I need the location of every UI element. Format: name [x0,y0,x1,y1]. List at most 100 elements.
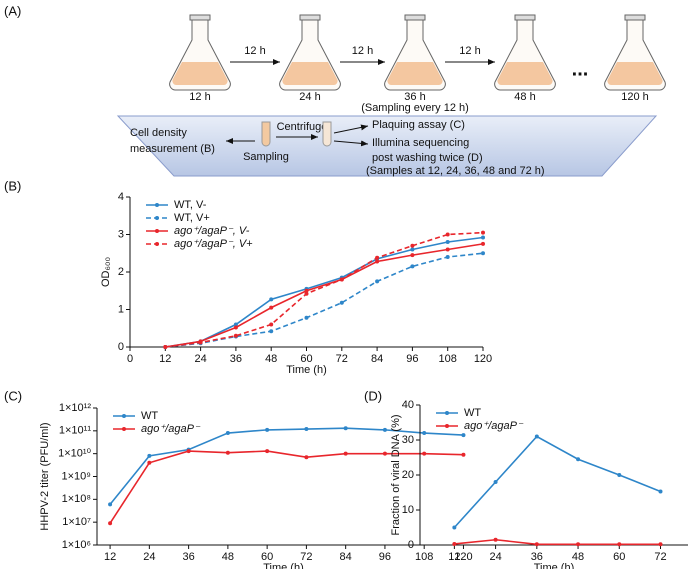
panel-label: (D) [364,388,382,403]
data-point [445,240,450,244]
data-point [233,333,238,338]
data-point [382,427,387,432]
x-axis-label: Time (h) [286,364,327,376]
panel-label: (C) [4,388,22,403]
flask-neck [624,14,646,21]
flask-label: 24 h [299,91,320,103]
arrow-label: 12 h [459,45,480,57]
legend-label: ago⁺/agaP⁻ [464,420,524,432]
data-point [375,279,380,284]
x-tick-label: 84 [371,353,383,365]
y-tick-label: 20 [402,469,414,481]
legend-label: WT, V- [174,199,207,211]
panel-label: (B) [4,178,21,193]
x-axis-label: Time (h) [263,562,304,569]
flask-label: 120 h [621,91,649,103]
data-point [382,451,387,456]
process-box [116,115,658,177]
arrow [333,140,369,147]
data-point [225,431,230,436]
data-point [225,450,230,455]
x-tick-label: 12 [448,551,460,563]
legend-label: ago⁺/agaP⁻ [141,423,201,435]
data-point [198,340,203,345]
x-tick-label: 120 [474,353,492,365]
data-point [422,451,427,456]
y-tick-label: 40 [402,399,414,411]
x-axis-label: Time (h) [534,562,575,569]
data-point [493,537,498,542]
y-tick-label: 10 [402,504,414,516]
flask-neck [514,14,536,21]
series-line [453,435,661,529]
legend-marker [155,203,159,207]
legend-marker [445,411,449,415]
y-tick-label: 1×10⁹ [62,470,92,482]
y-tick-label: 0 [408,539,414,551]
step-text: post washing twice (D) [372,152,483,164]
data-point [445,247,450,252]
data-point [452,525,457,530]
data-point [108,502,113,507]
legend-marker [155,242,159,246]
x-tick-label: 96 [379,551,391,563]
data-point [269,329,274,334]
x-tick-label: 0 [127,353,133,365]
series-line [109,450,464,524]
data-point [534,434,539,439]
data-point [576,542,581,547]
x-tick-label: 96 [406,353,418,365]
x-tick-label: 60 [261,551,273,563]
flask-label: 48 h [514,91,535,103]
x-tick-label: 60 [300,353,312,365]
flask-neck [189,14,211,21]
series-line [165,236,484,348]
data-point [617,542,622,547]
data-point [147,460,152,465]
data-point [410,264,415,269]
y-tick-label: 1×10⁸ [62,493,91,505]
flask-medium [497,62,553,86]
data-point [339,277,344,282]
x-tick-label: 60 [613,551,625,563]
y-tick-label: 0 [118,341,124,353]
legend-marker [122,427,126,431]
data-point [233,325,238,330]
series-line [454,538,661,546]
data-point [445,232,450,237]
data-point [265,427,270,432]
data-point [269,297,274,302]
arrow-label: 12 h [352,45,373,57]
ellipsis: ... [572,58,589,80]
y-tick-label: 1×10¹¹ [59,425,91,437]
data-point [481,235,485,240]
x-tick-label: 36 [182,551,194,563]
series-line [165,252,484,348]
legend-marker [445,424,449,428]
y-tick-label: 30 [402,434,414,446]
data-point [410,247,415,252]
data-point [186,449,191,454]
legend-marker [122,414,126,418]
tube [322,121,332,147]
y-tick-label: 4 [118,191,124,203]
note: (Sampling every 12 h) [361,102,469,114]
data-point [461,433,466,438]
data-point [617,473,622,477]
data-point [481,241,485,246]
step-text: Plaquing assay (C) [372,119,465,131]
data-point [163,345,168,349]
x-tick-label: 120 [454,551,472,563]
panel-label: (A) [4,3,21,18]
y-tick-label: 1 [118,303,124,315]
data-point [343,426,348,431]
y-tick-label: 1×10⁷ [62,516,91,528]
step-text: (Samples at 12, 24, 36, 48 and 72 h) [366,165,545,177]
data-point [375,259,380,264]
data-point [233,322,238,327]
x-tick-label: 108 [439,353,457,365]
series-line [109,427,464,505]
step-text: Illumina sequencing [372,137,469,149]
x-tick-label: 12 [159,353,171,365]
